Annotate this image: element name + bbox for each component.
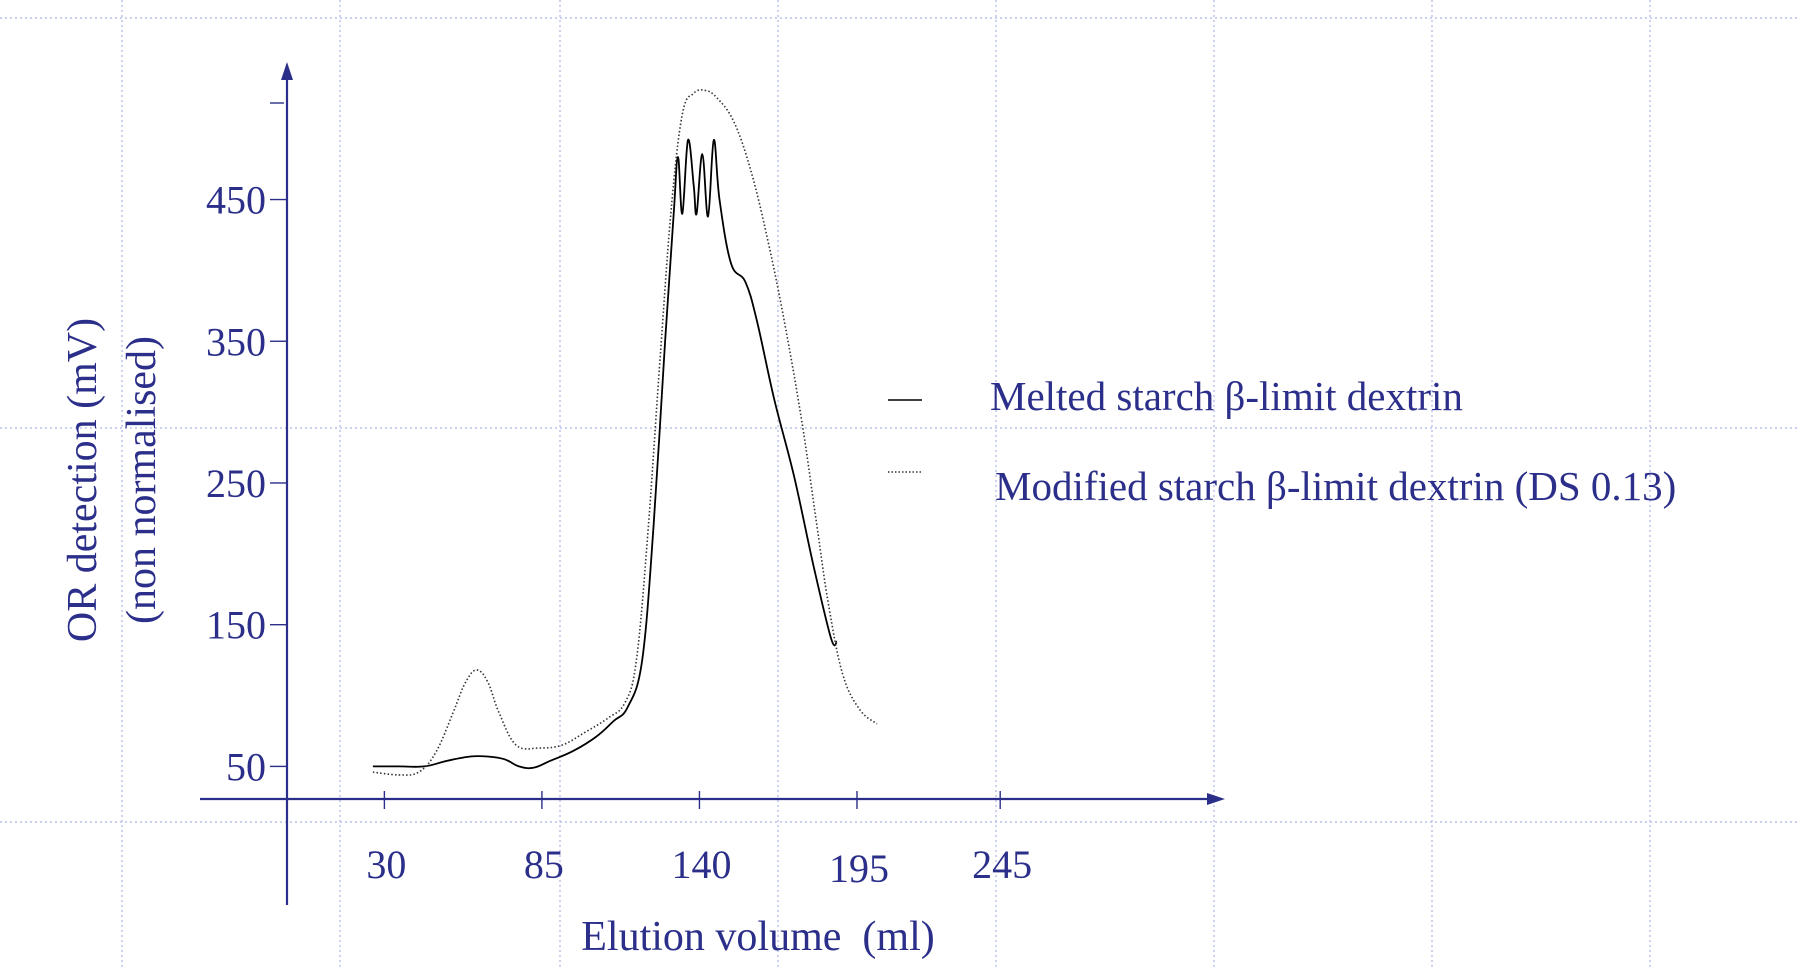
x-tick-label-30: 30 [366,842,406,887]
legend-label-melted: Melted starch β-limit dextrin [990,373,1463,419]
legend: Melted starch β-limit dextrin Modified s… [888,373,1676,509]
y-axis-arrow-icon [281,62,293,80]
x-tick-label-140: 140 [671,842,731,887]
y-tick-label-150: 150 [206,603,266,648]
y-axis-title-line1: OR detection (mV) [60,318,106,642]
y-axis-title-line2: (non normalised) [119,336,165,624]
y-tick-label-450: 450 [206,178,266,223]
x-tick-label-195: 195 [829,846,889,891]
y-tick-label-350: 350 [206,319,266,364]
x-axis-title: Elution volume (ml) [581,914,934,960]
plot-area: 30 85 140 195 245 50 150 250 350 450 [206,89,1032,891]
legend-label-modified: Modified starch β-limit dextrin (DS 0.13… [995,463,1676,509]
x-tick-label-85: 85 [524,842,564,887]
x-axis-arrow-icon [1207,793,1225,805]
x-tick-label-245: 245 [972,842,1032,887]
y-tick-label-50: 50 [226,744,266,789]
series-line-melted [372,139,838,770]
series-line-modified [372,89,878,776]
y-tick-label-250: 250 [206,461,266,506]
